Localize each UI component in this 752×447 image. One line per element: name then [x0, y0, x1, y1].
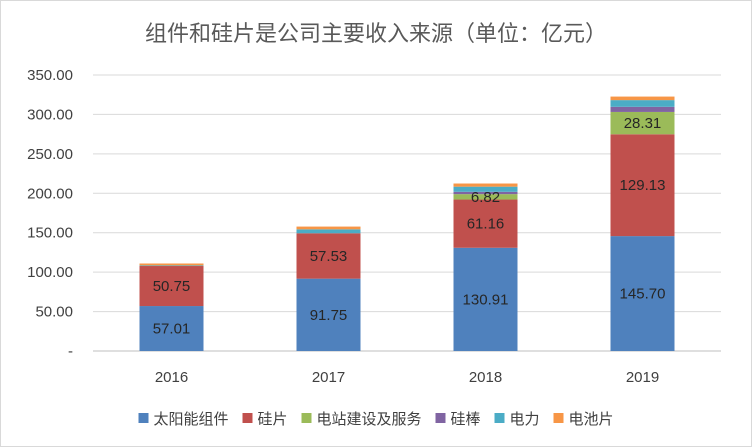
chart-title: 组件和硅片是公司主要收入来源（单位：亿元） — [145, 22, 607, 47]
x-tick-label: 2018 — [469, 369, 502, 386]
legend-swatch — [494, 413, 505, 423]
data-label: 130.91 — [463, 291, 509, 308]
legend-swatch — [553, 413, 564, 423]
bar-segment — [139, 265, 204, 267]
bar-segment — [610, 106, 675, 112]
bar-segment — [296, 233, 361, 279]
y-tick-label: - — [68, 343, 73, 360]
legend-label: 硅棒 — [451, 410, 481, 428]
legend-label: 电力 — [510, 410, 540, 428]
legend-swatch — [242, 413, 253, 423]
bar-segment — [453, 183, 518, 187]
bar-segment — [610, 96, 675, 101]
y-tick-label: 300.00 — [27, 106, 73, 123]
bar-segment — [610, 236, 675, 351]
legend-swatch — [138, 413, 149, 423]
bars — [139, 96, 675, 351]
bar-segment — [296, 226, 361, 230]
bar-segment — [453, 186, 518, 192]
y-axis-ticks: - 50.00 100.00 150.00 200.00 250.00 300.00 350.… — [27, 67, 73, 360]
legend-swatch — [301, 413, 312, 423]
bar-segment — [453, 194, 518, 200]
data-label: 91.75 — [310, 307, 348, 324]
bar-segment — [139, 306, 204, 351]
data-label: 6.82 — [471, 189, 500, 206]
bar-segment — [610, 134, 675, 237]
legend: 太阳能组件 硅片 电站建设及服务 硅棒 电力 电池片 — [138, 410, 614, 428]
x-tick-label: 2017 — [312, 369, 345, 386]
data-label: 57.01 — [153, 321, 191, 338]
data-labels: 57.01 50.75 91.75 57.53 130.91 61.16 6.82 145.7… — [153, 115, 666, 337]
data-label: 145.70 — [620, 286, 666, 303]
legend-label: 电站建设及服务 — [317, 410, 422, 428]
y-tick-label: 100.00 — [27, 264, 73, 281]
bar-segment — [610, 111, 675, 135]
x-tick-label: 2019 — [626, 369, 659, 386]
legend-label: 电池片 — [569, 410, 614, 428]
bar-segment — [296, 229, 361, 234]
data-label: 28.31 — [624, 115, 662, 132]
x-tick-label: 2016 — [155, 369, 188, 386]
bar-segment — [139, 266, 204, 307]
x-axis-ticks: 2016 2017 2018 2019 — [155, 369, 659, 386]
data-label: 50.75 — [153, 278, 191, 295]
y-tick-label: 50.00 — [35, 304, 73, 321]
data-label: 61.16 — [467, 216, 505, 233]
bar-segment — [296, 278, 361, 351]
bar-segment — [453, 199, 518, 248]
y-tick-label: 250.00 — [27, 146, 73, 163]
y-tick-label: 150.00 — [27, 225, 73, 242]
y-tick-label: 350.00 — [27, 67, 73, 84]
bar-segment — [453, 247, 518, 351]
legend-label: 太阳能组件 — [154, 410, 229, 428]
bar-segment — [610, 100, 675, 107]
data-label: 57.53 — [310, 248, 348, 265]
bar-segment — [453, 191, 518, 195]
legend-label: 硅片 — [258, 410, 288, 428]
y-tick-label: 200.00 — [27, 185, 73, 202]
legend-swatch — [435, 413, 446, 423]
data-label: 129.13 — [620, 177, 666, 194]
bar-segment — [139, 263, 204, 266]
